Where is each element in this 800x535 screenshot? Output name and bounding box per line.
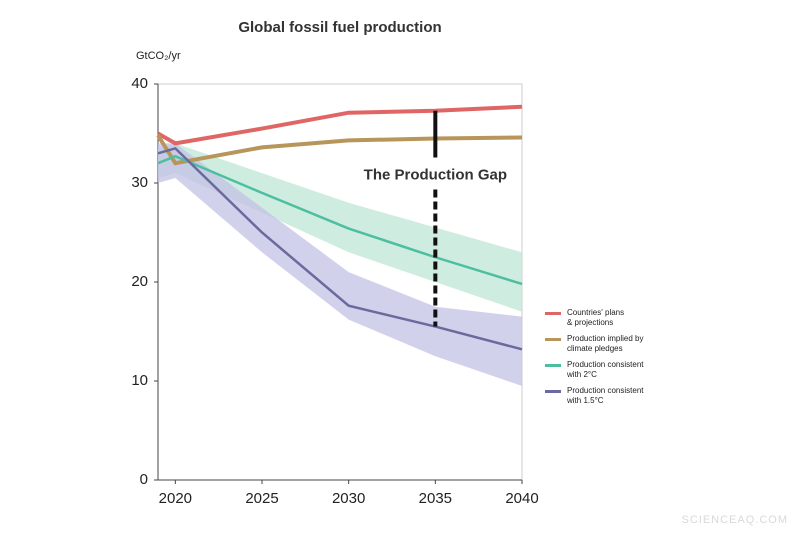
legend-swatch [545,390,561,393]
x-tick-label: 2035 [419,490,452,507]
legend-label: Countries' plans & projections [567,308,625,327]
watermark: SCIENCEAQ.COM [681,514,788,526]
legend-item: Production implied by climate pledges [545,334,795,354]
series-line [157,104,523,146]
legend-swatch [545,364,561,367]
legend-swatch [545,312,561,315]
legend-label: Production consistent with 1.5°C [567,386,644,405]
legend-item: Production consistent with 1.5°C [545,386,795,406]
y-tick-label: 30 [131,174,148,191]
annotation: The Production Gap [364,166,507,183]
band [158,143,522,312]
x-tick-label: 2020 [159,490,192,507]
y-tick-label: 0 [140,471,148,488]
chart-title: Global fossil fuel production [238,19,441,36]
x-tick-label: 2030 [332,490,365,507]
y-tick-label: 40 [131,75,148,92]
series-line [157,146,523,351]
legend-label: Production implied by climate pledges [567,334,644,353]
legend-item: Countries' plans & projections [545,308,795,328]
series-line [157,154,523,286]
legend-swatch [545,338,561,341]
y-tick-label: 10 [131,372,148,389]
legend-label: Production consistent with 2°C [567,360,644,379]
y-tick-label: 20 [131,273,148,290]
x-tick-label: 2025 [245,490,278,507]
x-tick-label: 2040 [505,490,538,507]
y-axis-label: GtCO₂/yr [136,50,181,62]
legend: Countries' plans & projections Production… [545,308,795,412]
legend-item: Production consistent with 2°C [545,360,795,380]
